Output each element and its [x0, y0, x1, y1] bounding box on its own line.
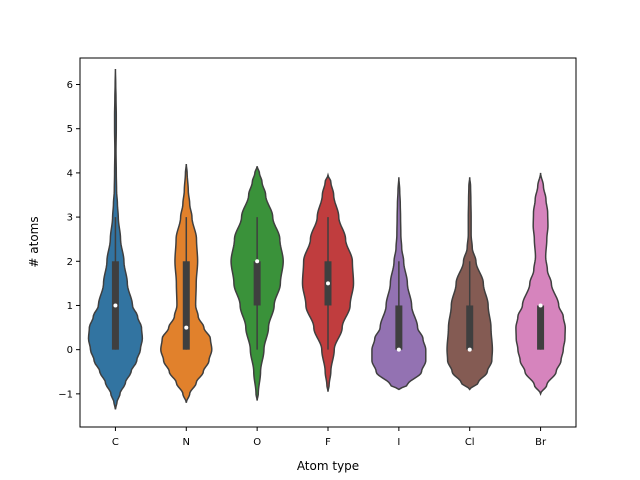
violin-median-dot	[538, 303, 543, 308]
violin-layer	[87, 69, 566, 410]
violin-group-o	[230, 166, 284, 401]
y-tick-label: −1	[58, 389, 73, 400]
x-axis-label: Atom type	[297, 459, 359, 473]
y-axis: −1 0 1 2 3 4 5 6	[58, 80, 80, 400]
y-tick-label: 6	[67, 80, 73, 91]
x-tick-label: N	[183, 437, 190, 448]
y-tick-label: 3	[67, 213, 73, 224]
x-tick-label: Cl	[465, 437, 475, 448]
violin-median-dot	[255, 259, 260, 264]
violin-median-dot	[113, 303, 118, 308]
y-tick-label: 5	[67, 124, 73, 135]
x-tick-label: I	[397, 437, 400, 448]
violin-median-dot	[467, 347, 472, 352]
violin-iqr-box	[537, 305, 545, 350]
violin-group-c	[87, 69, 144, 410]
violin-group-i	[371, 177, 427, 391]
violin-median-dot	[396, 347, 401, 352]
violin-iqr-box	[253, 261, 261, 306]
y-tick-label: 4	[67, 168, 73, 179]
violin-group-br	[515, 172, 566, 396]
violin-iqr-box	[395, 305, 403, 350]
violin-body	[515, 172, 566, 396]
y-tick-label: 0	[67, 345, 73, 356]
violin-group-cl	[446, 177, 494, 391]
y-tick-label: 1	[67, 301, 73, 312]
x-tick-label: O	[253, 437, 261, 448]
x-tick-label: C	[112, 437, 119, 448]
violin-group-f	[301, 172, 355, 392]
y-axis-label: # atoms	[27, 216, 41, 267]
violin-median-dot	[184, 325, 189, 330]
x-axis: C N O F I Cl Br	[112, 427, 547, 448]
violin-group-n	[160, 164, 213, 403]
violin-iqr-box	[466, 305, 474, 350]
violin-median-dot	[326, 281, 330, 286]
x-tick-label: F	[325, 437, 331, 448]
violin-iqr-box	[182, 261, 190, 350]
y-tick-label: 2	[67, 257, 73, 268]
x-tick-label: Br	[535, 437, 547, 448]
